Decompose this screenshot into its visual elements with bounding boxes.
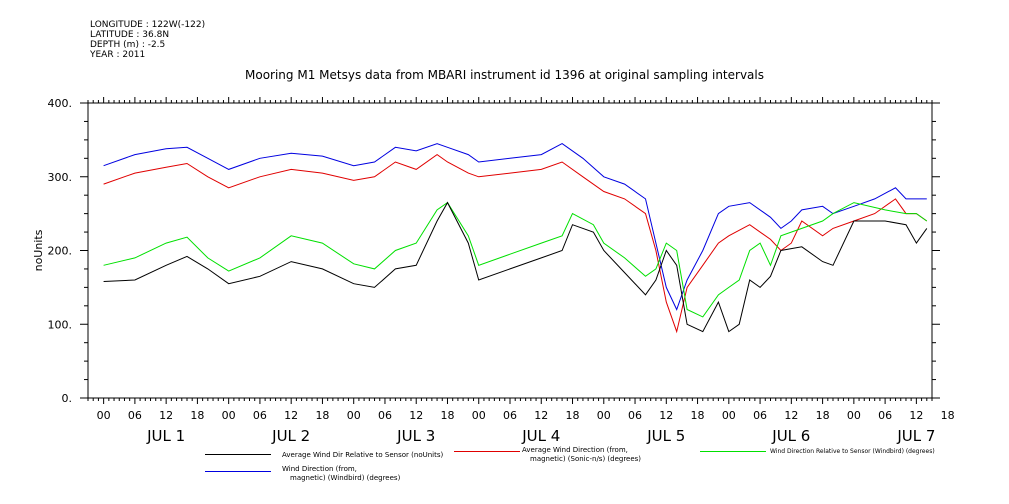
x-tick-label: 18 — [816, 409, 830, 422]
x-day-label: JUL 3 — [396, 427, 435, 445]
x-tick-label: 18 — [566, 409, 580, 422]
legend-label-red-2: magnetic) (Sonic-n/s) (degrees) — [530, 455, 642, 463]
x-tick-label: 12 — [534, 409, 548, 422]
y-tick-label: 0. — [62, 392, 73, 405]
series-line-red — [103, 153, 928, 334]
x-tick-label: 06 — [253, 409, 267, 422]
x-tick-label: 06 — [628, 409, 642, 422]
x-tick-label: 00 — [97, 409, 111, 422]
x-tick-label: 12 — [284, 409, 298, 422]
series-line-green — [103, 201, 928, 318]
x-tick-label: 00 — [347, 409, 361, 422]
x-tick-label: 06 — [503, 409, 517, 422]
x-day-label: JUL 6 — [771, 427, 810, 445]
legend-label-black: Average Wind Dir Relative to Sensor (noU… — [282, 451, 444, 459]
x-tick-label: 06 — [378, 409, 392, 422]
x-day-label: JUL 5 — [646, 427, 685, 445]
latitude-text: LATITUDE : 36.8N — [90, 30, 170, 40]
x-day-label: JUL 7 — [896, 427, 935, 445]
x-tick-label: 12 — [909, 409, 923, 422]
x-day-label: JUL 1 — [146, 427, 185, 445]
x-tick-label: 00 — [722, 409, 736, 422]
legend-label-green: Wind Direction Relative to Sensor (Windb… — [770, 448, 935, 455]
x-tick-label: 00 — [222, 409, 236, 422]
x-tick-label: 00 — [472, 409, 486, 422]
x-tick-label: 06 — [753, 409, 767, 422]
x-tick-label: 00 — [847, 409, 861, 422]
x-tick-label: 18 — [190, 409, 204, 422]
legend-swatch-black — [205, 454, 271, 455]
metadata-block: LONGITUDE : 122W(-122) LATITUDE : 36.8N … — [90, 20, 205, 60]
chart-title: Mooring M1 Metsys data from MBARI instru… — [245, 68, 764, 82]
x-tick-label: 18 — [691, 409, 705, 422]
plot-frame — [87, 102, 933, 399]
legend-swatch-blue — [205, 471, 271, 472]
legend-swatch-red — [454, 451, 520, 452]
x-day-label: JUL 4 — [521, 427, 560, 445]
year-text: YEAR : 2011 — [90, 50, 146, 60]
x-tick-label: 00 — [597, 409, 611, 422]
x-tick-label: 06 — [878, 409, 892, 422]
y-tick-label: 300. — [48, 171, 73, 184]
y-tick-label: 100. — [48, 318, 73, 331]
legend-label-red-1: Average Wind Direction (from, — [522, 446, 628, 454]
series-line-black — [103, 201, 928, 333]
longitude-text: LONGITUDE : 122W(-122) — [90, 20, 206, 30]
x-tick-label: 06 — [128, 409, 142, 422]
series-line-blue — [103, 143, 927, 311]
y-tick-label: 400. — [48, 97, 73, 110]
legend-swatch-green — [700, 451, 766, 452]
x-tick-label: 12 — [159, 409, 173, 422]
x-tick-label: 12 — [409, 409, 423, 422]
y-tick-label: 200. — [48, 245, 73, 258]
x-tick-label: 18 — [941, 409, 955, 422]
y-axis-label: noUnits — [32, 229, 45, 271]
x-tick-label: 12 — [784, 409, 798, 422]
x-tick-label: 12 — [659, 409, 673, 422]
legend-label-blue-2: magnetic) (Windbird) (degrees) — [290, 474, 401, 482]
x-day-label: JUL 2 — [271, 427, 310, 445]
x-tick-label: 18 — [440, 409, 454, 422]
x-tick-label: 18 — [315, 409, 329, 422]
depth-text: DEPTH (m) : -2.5 — [90, 40, 166, 50]
legend-label-blue-1: Wind Direction (from, — [282, 465, 357, 473]
